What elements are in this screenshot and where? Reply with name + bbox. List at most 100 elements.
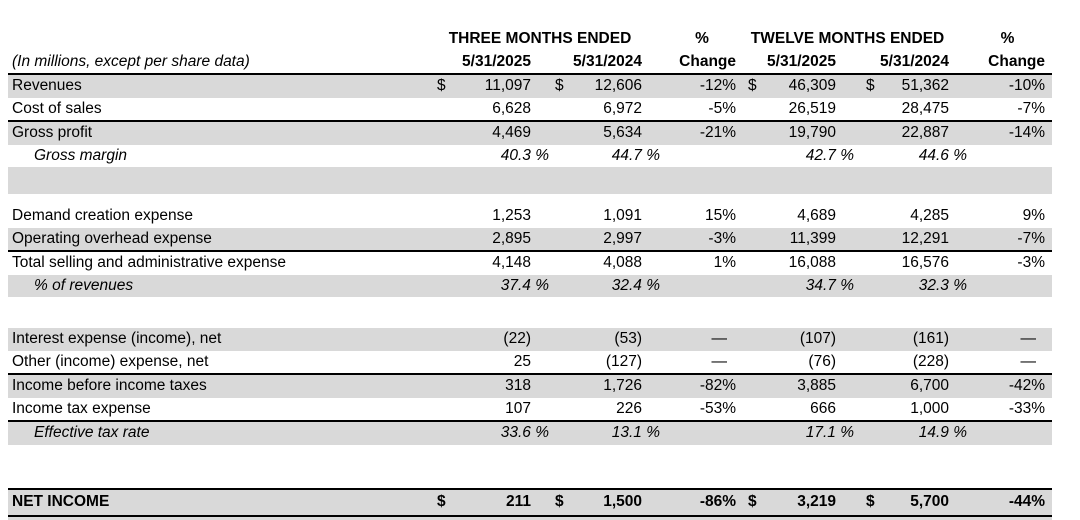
row-label: Revenues (12, 77, 82, 95)
row-label: Gross margin (34, 146, 128, 164)
cell-value: 17.1 % (805, 424, 854, 442)
cell-3m-2025: 107 (430, 398, 538, 421)
table-row: Income tax expense 107 226 -53% 666 1,00… (8, 398, 1052, 422)
cell-value: -3% (1017, 254, 1045, 272)
row-label: Gross profit (12, 124, 93, 142)
cell-3m-2025: 25 (430, 351, 538, 374)
cell-value: 318 (505, 377, 531, 395)
cell-3m-change (650, 422, 740, 445)
table-body: Revenues $11,097 $12,606 -12% $46,309 $5… (8, 75, 1052, 517)
cell-value: (22) (503, 330, 531, 348)
cell-value: 44.7 % (611, 146, 660, 164)
cell-3m-2024: 226 (538, 398, 650, 421)
cell-3m-2024: $12,606 (538, 75, 650, 98)
cell-12m-2024: 28,475 (843, 98, 955, 121)
cell-3m-2025: 318 (430, 375, 538, 398)
cell-value: (228) (912, 352, 949, 370)
cell-value: -12% (699, 77, 736, 95)
cell-3m-2025: 1,253 (430, 205, 538, 228)
cell-value: 33.6 % (500, 424, 549, 442)
header-group-row: THREE MONTHS ENDED % TWELVE MONTHS ENDED… (8, 27, 1052, 50)
unit-note: (In millions, except per share data) (12, 52, 250, 70)
cell-3m-2024: 5,634 (538, 122, 650, 145)
header-col-3m-change: Change (679, 52, 736, 70)
cell-value: — (711, 352, 728, 370)
cell-value: 4,469 (492, 124, 531, 142)
cell-value: 51,362 (901, 77, 949, 95)
cell-12m-2025: 17.1 % (740, 422, 854, 445)
cell-value: -42% (1008, 377, 1045, 395)
table-row (8, 297, 1052, 328)
header-col-12m-2024: 5/31/2024 (880, 52, 949, 70)
table-row (8, 167, 1052, 194)
cell-12m-2025: 26,519 (740, 98, 843, 121)
row-label: Operating overhead expense (12, 229, 212, 247)
cell-12m-2024: 12,291 (843, 228, 955, 251)
cell-value: 22,887 (901, 124, 949, 142)
cell-value: 666 (810, 399, 836, 417)
cell-12m-2025: 666 (740, 398, 843, 421)
cell-3m-2024: 2,997 (538, 228, 650, 251)
table-row (8, 445, 1052, 488)
dollar-sign: $ (866, 77, 875, 95)
cell-3m-2024: 4,088 (538, 252, 650, 275)
cell-3m-2025: 4,148 (430, 252, 538, 275)
cell-value: 16,576 (901, 254, 949, 272)
cell-12m-2024: $5,700 (843, 490, 955, 515)
cell-12m-2025: 11,399 (740, 228, 843, 251)
cell-value: 42.7 % (805, 146, 854, 164)
row-label: Total selling and administrative expense (12, 254, 286, 272)
cell-value: 1,091 (603, 207, 642, 225)
row-label: Other (income) expense, net (12, 352, 209, 370)
cell-value: -3% (708, 229, 736, 247)
table-row: Effective tax rate 33.6 % 13.1 % 17.1 % … (8, 422, 1052, 445)
row-label: Income before income taxes (12, 377, 207, 395)
table-row: Gross margin 40.3 % 44.7 % 42.7 % 44.6 % (8, 145, 1052, 168)
header-three-months-ended: THREE MONTHS ENDED (448, 29, 632, 47)
cell-value: -53% (699, 399, 736, 417)
cell-value: 1,500 (603, 493, 642, 510)
cell-value: -5% (708, 99, 736, 117)
cell-value: 226 (616, 399, 642, 417)
cell-3m-2025: 2,895 (430, 228, 538, 251)
cell-12m-change: -44% (955, 490, 1052, 515)
cell-value: (107) (799, 330, 836, 348)
table-row: Interest expense (income), net (22) (53)… (8, 328, 1052, 351)
cell-value: 28,475 (901, 99, 949, 117)
cell-3m-2024: 6,972 (538, 98, 650, 121)
cell-value: 12,606 (594, 77, 642, 95)
cell-3m-2024: (127) (538, 351, 650, 374)
table-row: Revenues $11,097 $12,606 -12% $46,309 $5… (8, 75, 1052, 98)
cell-3m-change: -86% (650, 490, 740, 515)
cell-value: 1,253 (492, 207, 531, 225)
header-col-3m-2025: 5/31/2025 (462, 52, 531, 70)
cell-value: 1,726 (603, 377, 642, 395)
cell-value: 16,088 (788, 254, 836, 272)
cell-3m-2025: 40.3 % (430, 145, 549, 168)
table-row: Cost of sales 6,628 6,972 -5% 26,519 28,… (8, 98, 1052, 122)
cell-3m-change: -12% (650, 75, 740, 98)
cell-3m-2024: 44.7 % (538, 145, 660, 168)
cell-value: (161) (912, 330, 949, 348)
cell-12m-change (955, 145, 1052, 168)
header-col-12m-change: Change (988, 52, 1045, 70)
cell-3m-change: — (650, 351, 740, 374)
cell-value: 15% (704, 207, 736, 225)
cell-value: -33% (1008, 399, 1045, 417)
cell-12m-2024: (228) (843, 351, 955, 374)
cell-12m-change: -14% (955, 122, 1052, 145)
cell-value: 14.9 % (918, 424, 967, 442)
cell-3m-2025: $211 (430, 490, 538, 515)
cell-value: 32.4 % (611, 276, 660, 294)
row-label: Effective tax rate (34, 424, 150, 442)
table-header: THREE MONTHS ENDED % TWELVE MONTHS ENDED… (8, 0, 1052, 75)
cell-3m-2025: $11,097 (430, 75, 538, 98)
cell-12m-2025: $3,219 (740, 490, 843, 515)
dollar-sign: $ (748, 493, 757, 510)
cell-value: — (1020, 352, 1037, 370)
cell-12m-2025: 34.7 % (740, 275, 854, 298)
table-row: Gross profit 4,469 5,634 -21% 19,790 22,… (8, 122, 1052, 145)
dollar-sign: $ (437, 493, 446, 510)
cell-12m-2024: 16,576 (843, 252, 955, 275)
cell-12m-2024: 14.9 % (843, 422, 967, 445)
